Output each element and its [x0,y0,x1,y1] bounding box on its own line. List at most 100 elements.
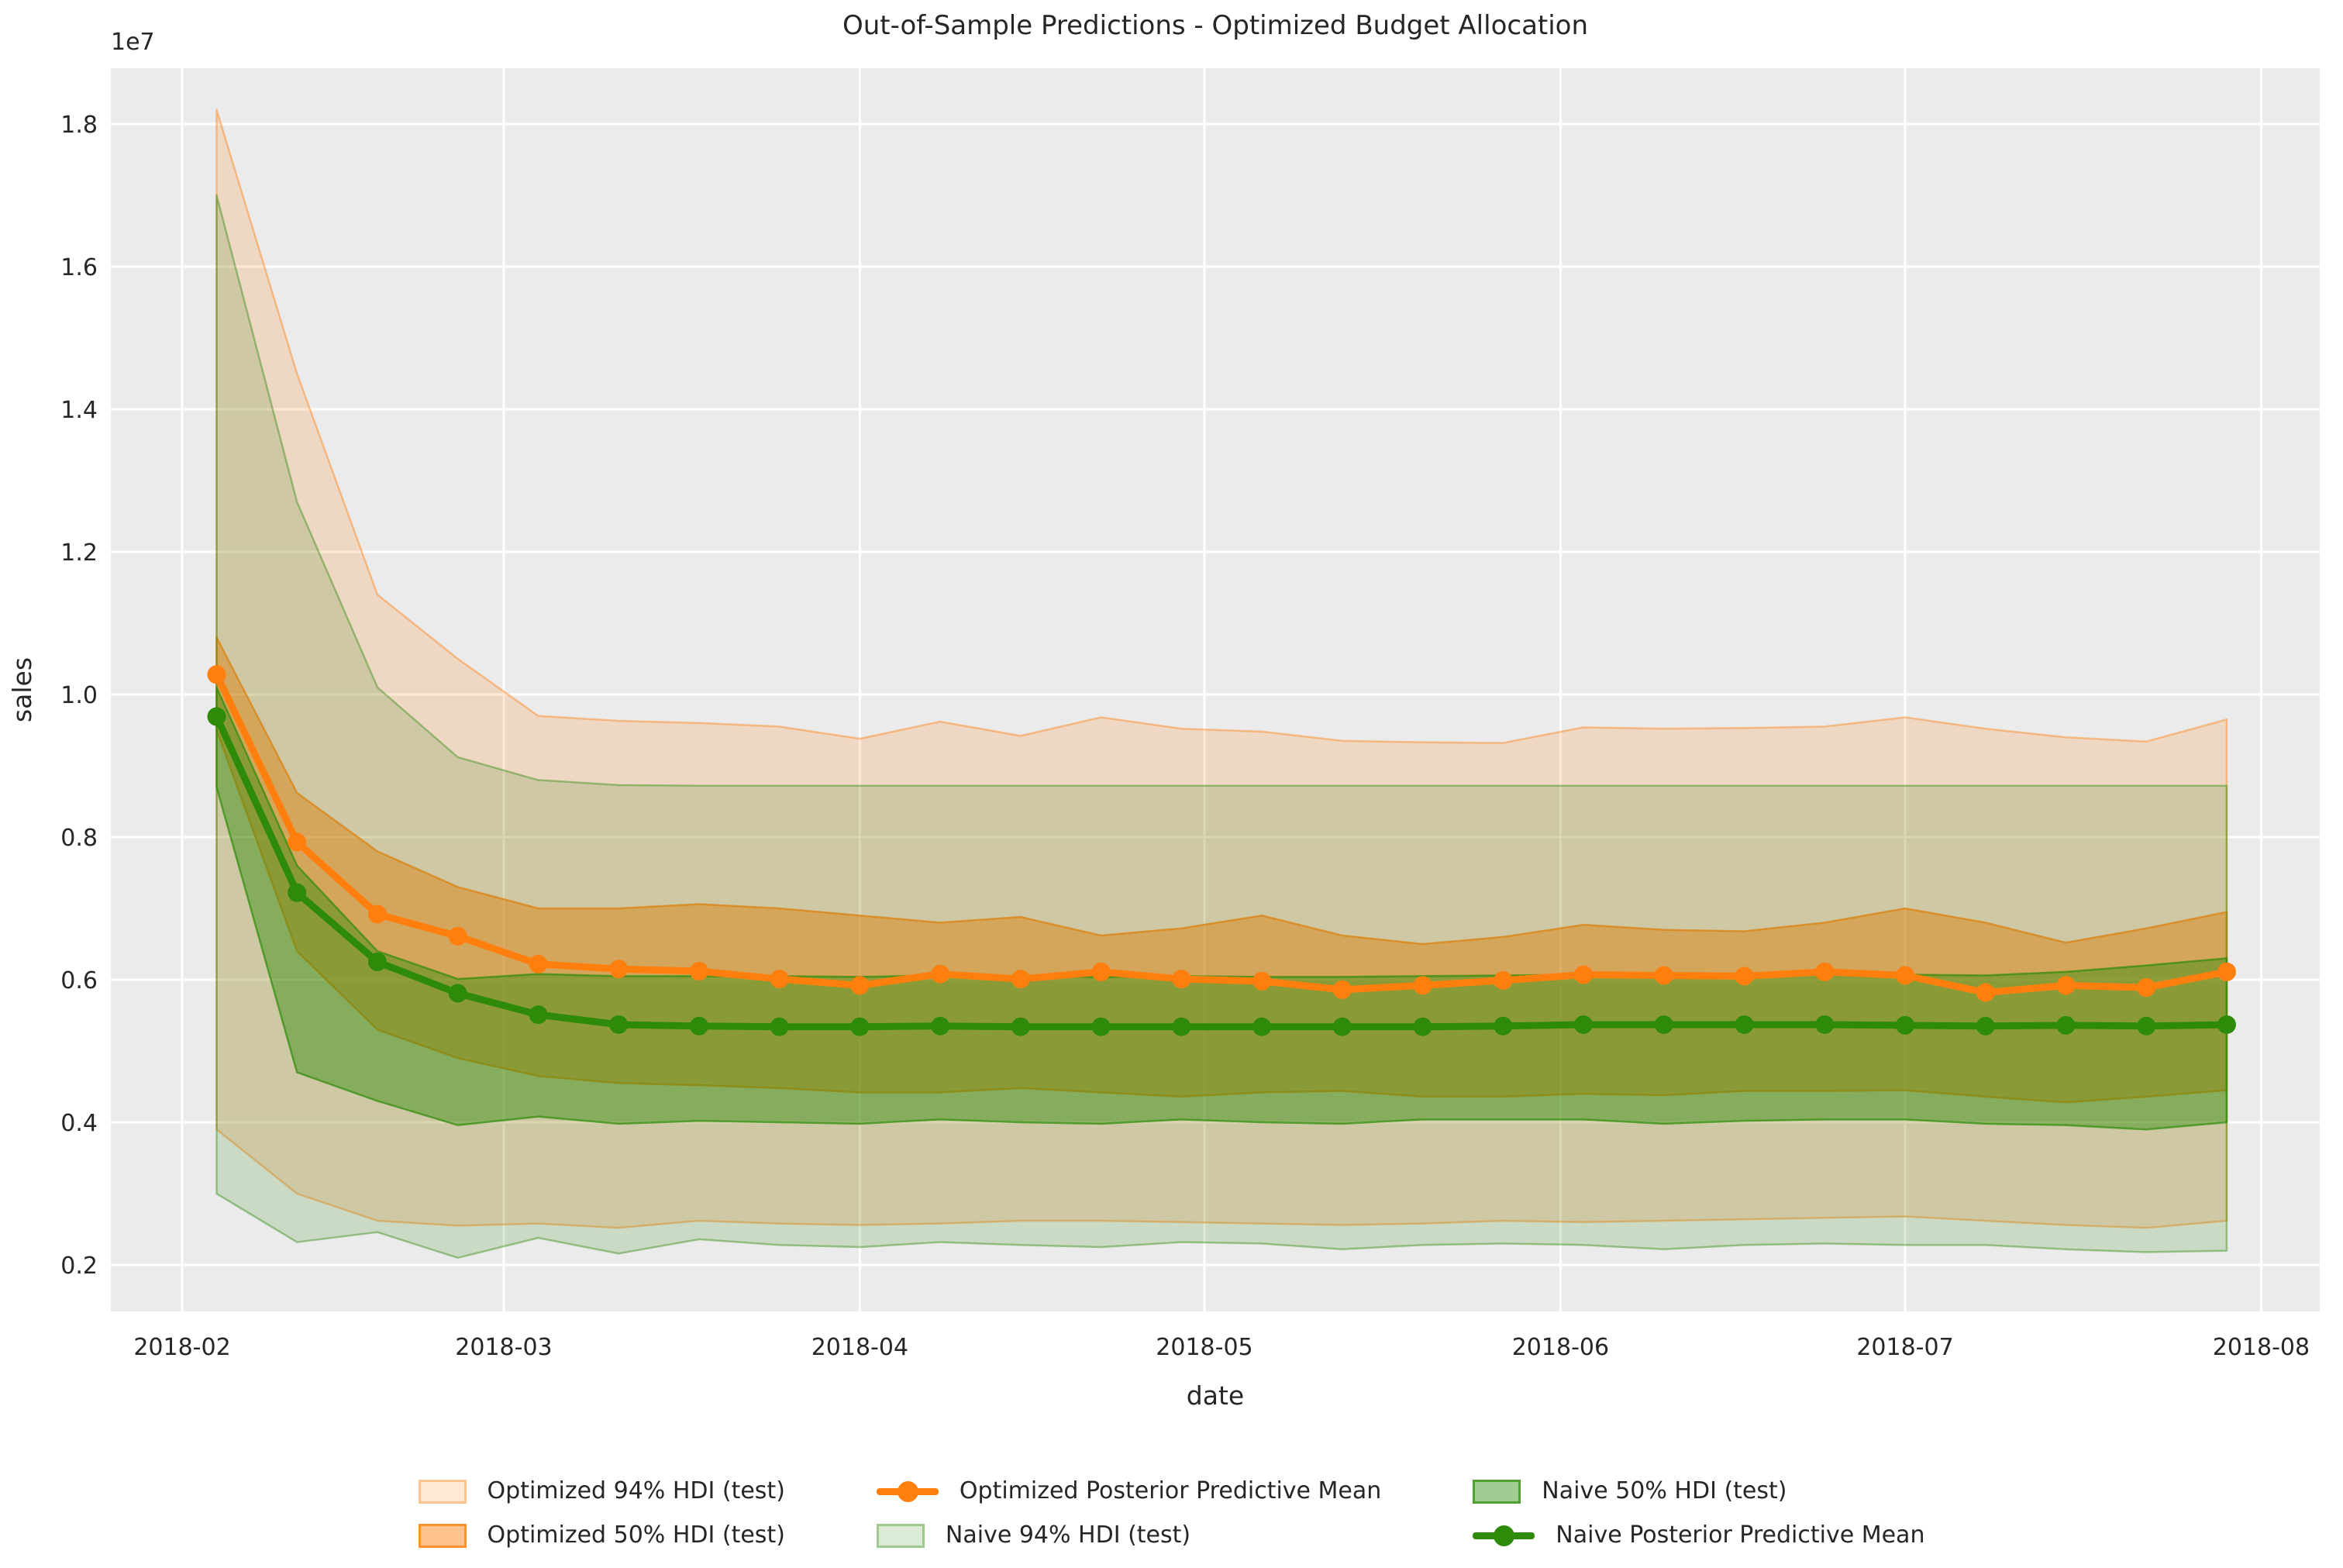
optimized-posterior-predictive-mean-marker [770,970,789,989]
naive-posterior-predictive-mean-marker [1172,1017,1191,1036]
y-tick-label: 0.8 [60,825,98,852]
legend-label: Naive 50% HDI (test) [1542,1477,1787,1504]
optimized-posterior-predictive-mean-marker [850,976,870,995]
optimized-posterior-predictive-mean-marker [1574,965,1594,984]
naive-posterior-predictive-mean-marker [1413,1017,1432,1036]
x-tick-label: 2018-04 [811,1334,908,1361]
legend-item-optimized-mean: Optimized Posterior Predictive Mean [876,1477,1382,1505]
optimized-posterior-predictive-mean-marker [1091,962,1111,981]
legend-label: Optimized 94% HDI (test) [487,1477,785,1504]
x-tick-label: 2018-03 [455,1334,552,1361]
mean-lines [207,665,2236,1036]
naive-94-hdi-swatch [876,1523,925,1548]
y-tick-label: 1.0 [60,682,98,709]
naive-mean-line-swatch [1473,1524,1535,1548]
naive-posterior-predictive-mean-marker [1091,1017,1111,1036]
marker-sample [1494,1525,1515,1546]
naive-posterior-predictive-mean-series [207,707,2236,1036]
naive-posterior-predictive-mean-marker [850,1017,870,1036]
legend-column: Optimized 94% HDI (test) Optimized 50% H… [418,1477,785,1549]
naive-94-hdi-test--band [215,194,2228,1260]
legend-item-naive-50-hdi: Naive 50% HDI (test) [1473,1477,1924,1505]
x-tick-label: 2018-08 [2213,1334,2310,1361]
naive-posterior-predictive-mean-marker [1735,1015,1754,1034]
y-tick-label: 1.2 [60,539,98,567]
legend-item-naive-mean: Naive Posterior Predictive Mean [1473,1521,1924,1549]
legend-item-optimized-50-hdi: Optimized 50% HDI (test) [418,1521,785,1549]
x-axis-label: date [1187,1380,1244,1411]
optimized-posterior-predictive-mean-marker [2137,978,2156,998]
naive-posterior-predictive-mean-marker [1332,1017,1352,1036]
naive-posterior-predictive-mean-marker [529,1005,548,1025]
naive-posterior-predictive-mean-marker [2056,1015,2076,1035]
optimized-posterior-predictive-mean-marker [529,954,548,974]
optimized-posterior-predictive-mean-marker [1332,980,1352,999]
naive-posterior-predictive-mean-marker [1574,1015,1594,1034]
optimized-posterior-predictive-mean-line [212,670,2231,997]
naive-posterior-predictive-mean-marker [1011,1017,1030,1036]
naive-posterior-predictive-mean-marker [1252,1017,1272,1036]
x-axis-tick-labels: 2018-02 2018-03 2018-04 2018-05 2018-06 2018-… [133,1334,2310,1361]
optimized-posterior-predictive-mean-marker [1654,966,1673,985]
y-axis-tick-labels: 0.2 0.4 0.6 0.8 1.0 1.2 1.4 1.6 1.8 [60,112,98,1280]
naive-posterior-predictive-mean-marker [448,984,467,1003]
naive-posterior-predictive-mean-marker [1976,1016,1995,1036]
naive-posterior-predictive-mean-marker [288,883,307,902]
optimized-posterior-predictive-mean-marker [288,832,307,852]
optimized-posterior-predictive-mean-marker [1011,970,1030,989]
optimized-50-hdi-swatch [418,1523,467,1548]
naive-posterior-predictive-mean-marker [609,1015,629,1034]
naive-posterior-predictive-mean-marker [689,1016,708,1036]
naive-posterior-predictive-mean-marker [367,953,387,971]
optimized-posterior-predictive-mean-marker [1172,970,1191,989]
y-tick-label: 0.4 [60,1110,98,1137]
legend-column: Optimized Posterior Predictive Mean Naiv… [876,1477,1382,1549]
naive-posterior-predictive-mean-marker [2137,1016,2156,1036]
optimized-posterior-predictive-mean-marker [1735,967,1754,986]
legend-label: Naive Posterior Predictive Mean [1556,1521,1925,1549]
optimized-posterior-predictive-mean-marker [1494,970,1513,990]
optimized-posterior-predictive-mean-marker [207,665,226,684]
x-tick-label: 2018-07 [1856,1334,1953,1361]
optimized-posterior-predictive-mean-marker [931,964,950,984]
optimized-94-hdi-swatch [418,1479,467,1504]
naive-posterior-predictive-mean-line [212,713,2231,1031]
y-tick-label: 0.6 [60,967,98,994]
naive-posterior-predictive-mean-marker [1494,1016,1513,1036]
optimized-posterior-predictive-mean-marker [1976,983,1995,1002]
optimized-mean-line-swatch [876,1480,939,1504]
optimized-posterior-predictive-mean-marker [2217,962,2236,981]
naive-50-hdi-swatch [1473,1479,1521,1504]
optimized-posterior-predictive-mean-marker [689,961,708,980]
y-tick-label: 0.2 [60,1253,98,1280]
legend-item-optimized-94-hdi: Optimized 94% HDI (test) [418,1477,785,1505]
optimized-posterior-predictive-mean-marker [2056,976,2076,995]
optimized-94-hdi-test--band [215,109,2228,1229]
y-tick-label: 1.6 [60,254,98,281]
y-axis-offset-label: 1e7 [111,29,155,56]
optimized-posterior-predictive-mean-marker [609,960,629,979]
optimized-posterior-predictive-mean-series [207,665,2236,1002]
optimized-posterior-predictive-mean-marker [1896,966,1914,985]
optimized-posterior-predictive-mean-marker [1815,962,1835,981]
y-tick-label: 1.8 [60,112,98,139]
legend-item-naive-94-hdi: Naive 94% HDI (test) [876,1521,1381,1549]
legend-label: Naive 94% HDI (test) [945,1521,1191,1549]
optimized-posterior-predictive-mean-marker [448,926,467,946]
marker-sample [897,1480,918,1502]
naive-posterior-predictive-mean-marker [1654,1015,1673,1034]
hdi-bands [215,109,2228,1260]
naive-posterior-predictive-mean-marker [1815,1015,1835,1034]
naive-posterior-predictive-mean-marker [1896,1015,1914,1035]
legend-label: Optimized Posterior Predictive Mean [959,1477,1382,1504]
chart-title: Out-of-Sample Predictions - Optimized Bu… [842,10,1588,41]
plot-area [111,68,2320,1311]
y-axis-label: sales [7,657,37,722]
naive-posterior-predictive-mean-marker [2217,1015,2236,1034]
optimized-posterior-predictive-mean-marker [1252,971,1272,991]
x-tick-label: 2018-06 [1512,1334,1609,1361]
x-tick-label: 2018-05 [1156,1334,1252,1361]
legend-column: Naive 50% HDI (test) Naive Posterior Pre… [1473,1477,1924,1549]
